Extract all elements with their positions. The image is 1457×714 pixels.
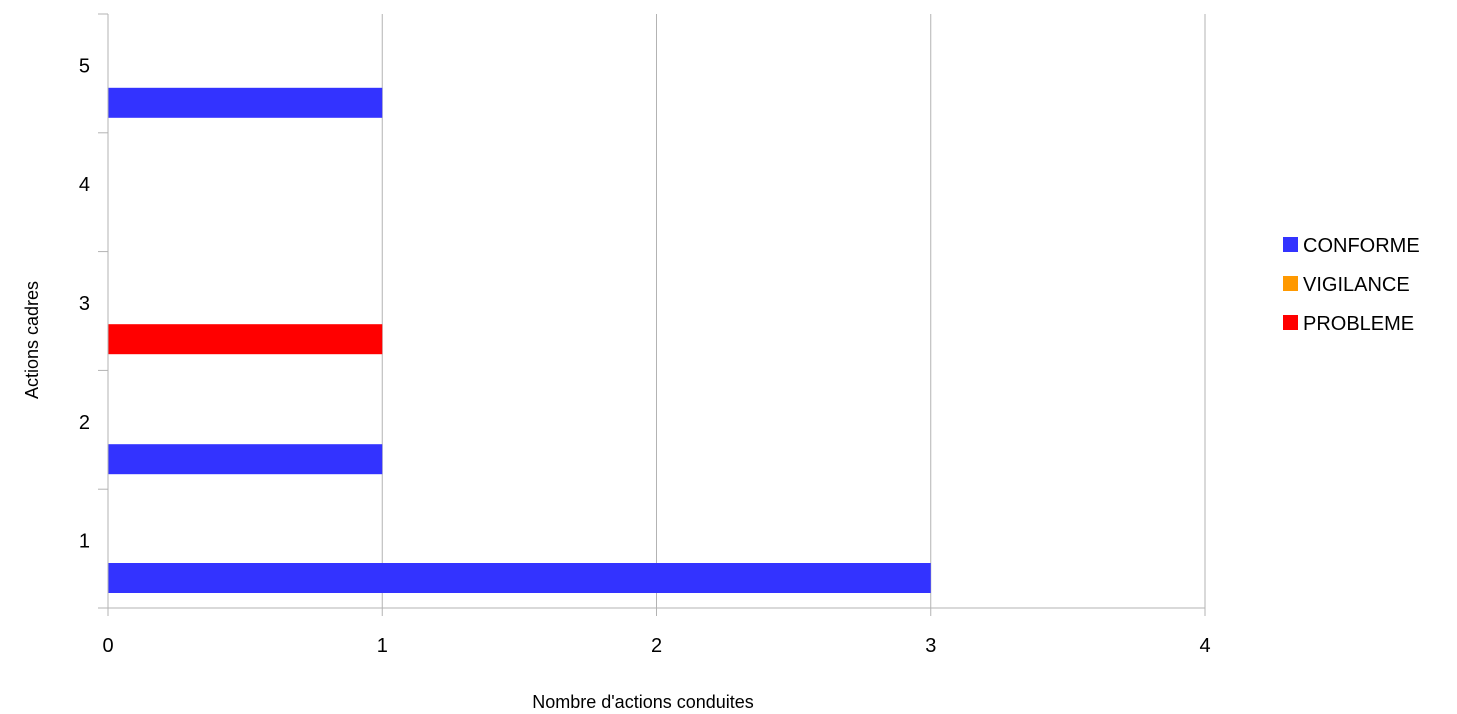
y-tick-label: 1	[79, 531, 90, 553]
y-tick-label: 2	[79, 412, 90, 434]
legend-label-probleme: PROBLEME	[1303, 313, 1414, 335]
tick-labels: 0 1 2 3 4 1 2 3 4 5	[79, 55, 1211, 657]
x-axis-title: Nombre d'actions conduites	[532, 692, 754, 712]
y-tick-label: 3	[79, 293, 90, 315]
y-tick-label: 5	[79, 55, 90, 77]
legend-swatch-probleme	[1283, 315, 1298, 330]
x-tick-label: 1	[377, 635, 388, 657]
legend-label-vigilance: VIGILANCE	[1303, 274, 1410, 296]
x-tick-label: 3	[925, 635, 936, 657]
axes	[98, 13, 1206, 616]
y-axis-title: Actions cadres	[22, 281, 42, 399]
bars	[108, 87, 931, 593]
bar-conforme-2	[108, 444, 383, 475]
x-tick-label: 2	[651, 635, 662, 657]
legend-swatch-vigilance	[1283, 276, 1298, 291]
x-tick-label: 4	[1199, 635, 1210, 657]
grid	[381, 14, 1206, 608]
legend-label-conforme: CONFORME	[1303, 235, 1420, 257]
bar-conforme-5	[108, 87, 383, 118]
x-tick-label: 0	[102, 635, 113, 657]
bar-probleme-2	[108, 324, 383, 355]
bar-conforme-1	[108, 563, 931, 593]
legend-swatch-conforme	[1283, 237, 1298, 252]
legend: CONFORME VIGILANCE PROBLEME	[1283, 235, 1420, 335]
y-tick-label: 4	[79, 174, 90, 196]
